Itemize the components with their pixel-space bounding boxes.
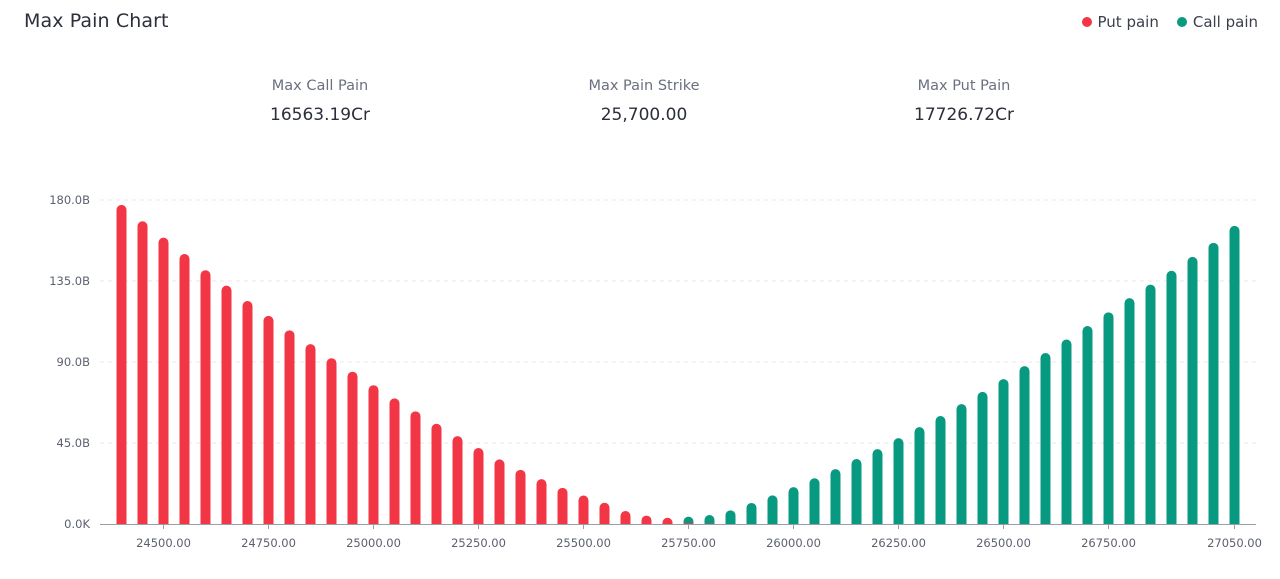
put-pain-bar <box>662 517 673 524</box>
call-pain-bar <box>1124 298 1135 524</box>
x-tick-label: 25750.00 <box>661 536 716 550</box>
put-pain-bar <box>536 479 547 524</box>
put-pain-bar <box>431 423 442 524</box>
put-pain-bar <box>473 448 484 524</box>
call-pain-bar <box>1103 312 1114 524</box>
x-tick-label: 26000.00 <box>766 536 821 550</box>
legend-label-call-pain: Call pain <box>1192 13 1258 31</box>
call-pain-swatch-icon <box>1176 17 1187 27</box>
put-pain-bar <box>620 511 631 524</box>
y-tick-label: 180.0B <box>49 193 90 207</box>
x-tick-label: 26500.00 <box>976 536 1031 550</box>
put-pain-bar <box>326 358 337 524</box>
x-tick-label: 24500.00 <box>136 536 191 550</box>
put-pain-bar <box>263 315 274 524</box>
stats-row: Max Call Pain 16563.19Cr Max Pain Strike… <box>0 78 1280 138</box>
x-tick-label: 27050.00 <box>1207 536 1262 550</box>
x-tick-label: 24750.00 <box>241 536 296 550</box>
call-pain-bar <box>956 404 967 524</box>
call-pain-bar <box>1082 326 1093 524</box>
stat-label-max-put-pain: Max Put Pain <box>917 78 1011 94</box>
call-pain-bar <box>977 391 988 524</box>
legend-label-put-pain: Put pain <box>1097 13 1159 31</box>
put-pain-bar <box>599 502 610 524</box>
call-pain-bar <box>725 510 736 524</box>
y-tick-label: 0.0K <box>64 517 90 531</box>
stat-label-max-call-pain: Max Call Pain <box>271 78 369 94</box>
call-pain-bar <box>914 427 925 524</box>
legend-item-call-pain[interactable]: Call pain <box>1176 13 1258 31</box>
call-pain-bar <box>767 495 778 524</box>
call-pain-bar <box>1187 256 1198 524</box>
stat-value-max-call-pain: 16563.19Cr <box>270 105 370 125</box>
stat-max-put-pain: Max Put Pain 17726.72Cr <box>854 78 1074 125</box>
call-pain-bar <box>704 515 715 524</box>
put-pain-bar <box>368 385 379 524</box>
x-tick-label: 25500.00 <box>556 536 611 550</box>
put-pain-bar <box>137 221 148 525</box>
stat-value-max-put-pain: 17726.72Cr <box>914 105 1014 125</box>
call-pain-bar <box>872 449 883 524</box>
legend-item-put-pain[interactable]: Put pain <box>1081 13 1159 31</box>
call-pain-bar <box>683 516 694 524</box>
put-pain-bar <box>305 344 316 524</box>
call-pain-bar <box>788 487 799 524</box>
put-pain-bar <box>284 330 295 524</box>
chart-title: Max Pain Chart <box>24 10 169 32</box>
call-pain-bar <box>893 438 904 524</box>
put-pain-swatch-icon <box>1081 17 1092 27</box>
call-pain-bar <box>1145 284 1156 524</box>
stat-max-pain-strike: Max Pain Strike 25,700.00 <box>534 78 754 125</box>
call-pain-bar <box>851 459 862 524</box>
x-tick-label: 25000.00 <box>346 536 401 550</box>
call-pain-bar <box>1229 225 1240 524</box>
stat-value-max-pain-strike: 25,700.00 <box>600 105 688 125</box>
put-pain-bar <box>515 469 526 524</box>
x-tick-label: 26750.00 <box>1081 536 1136 550</box>
stat-label-max-pain-strike: Max Pain Strike <box>588 78 700 94</box>
put-pain-bar <box>452 436 463 524</box>
x-tick-label: 25250.00 <box>451 536 506 550</box>
call-pain-bar <box>1019 366 1030 524</box>
put-pain-bar <box>179 254 190 524</box>
put-pain-bar <box>200 270 211 524</box>
y-tick-label: 45.0B <box>57 436 91 450</box>
put-pain-bar <box>557 487 568 524</box>
call-pain-bar <box>998 379 1009 524</box>
put-pain-bar <box>158 237 169 524</box>
put-pain-bar <box>389 398 400 524</box>
put-pain-bar <box>494 459 505 524</box>
call-pain-bar <box>1040 353 1051 524</box>
call-pain-bar <box>1208 242 1219 524</box>
call-pain-bar <box>746 502 757 524</box>
y-tick-label: 90.0B <box>57 355 91 369</box>
call-pain-bar <box>1166 270 1177 524</box>
put-pain-bar <box>347 371 358 524</box>
call-pain-bar <box>830 469 841 524</box>
put-pain-bar <box>410 411 421 524</box>
put-pain-bar <box>221 285 232 524</box>
legend: Put pain Call pain <box>1081 13 1258 31</box>
put-pain-bar <box>116 204 127 525</box>
stat-max-call-pain: Max Call Pain 16563.19Cr <box>210 78 430 125</box>
x-tick-label: 26250.00 <box>871 536 926 550</box>
put-pain-bar <box>641 515 652 524</box>
call-pain-bar <box>809 478 820 524</box>
call-pain-bar <box>1061 339 1072 524</box>
put-pain-bar <box>578 495 589 524</box>
y-tick-label: 135.0B <box>49 274 90 288</box>
call-pain-bar <box>935 416 946 524</box>
put-pain-bar <box>242 300 253 524</box>
